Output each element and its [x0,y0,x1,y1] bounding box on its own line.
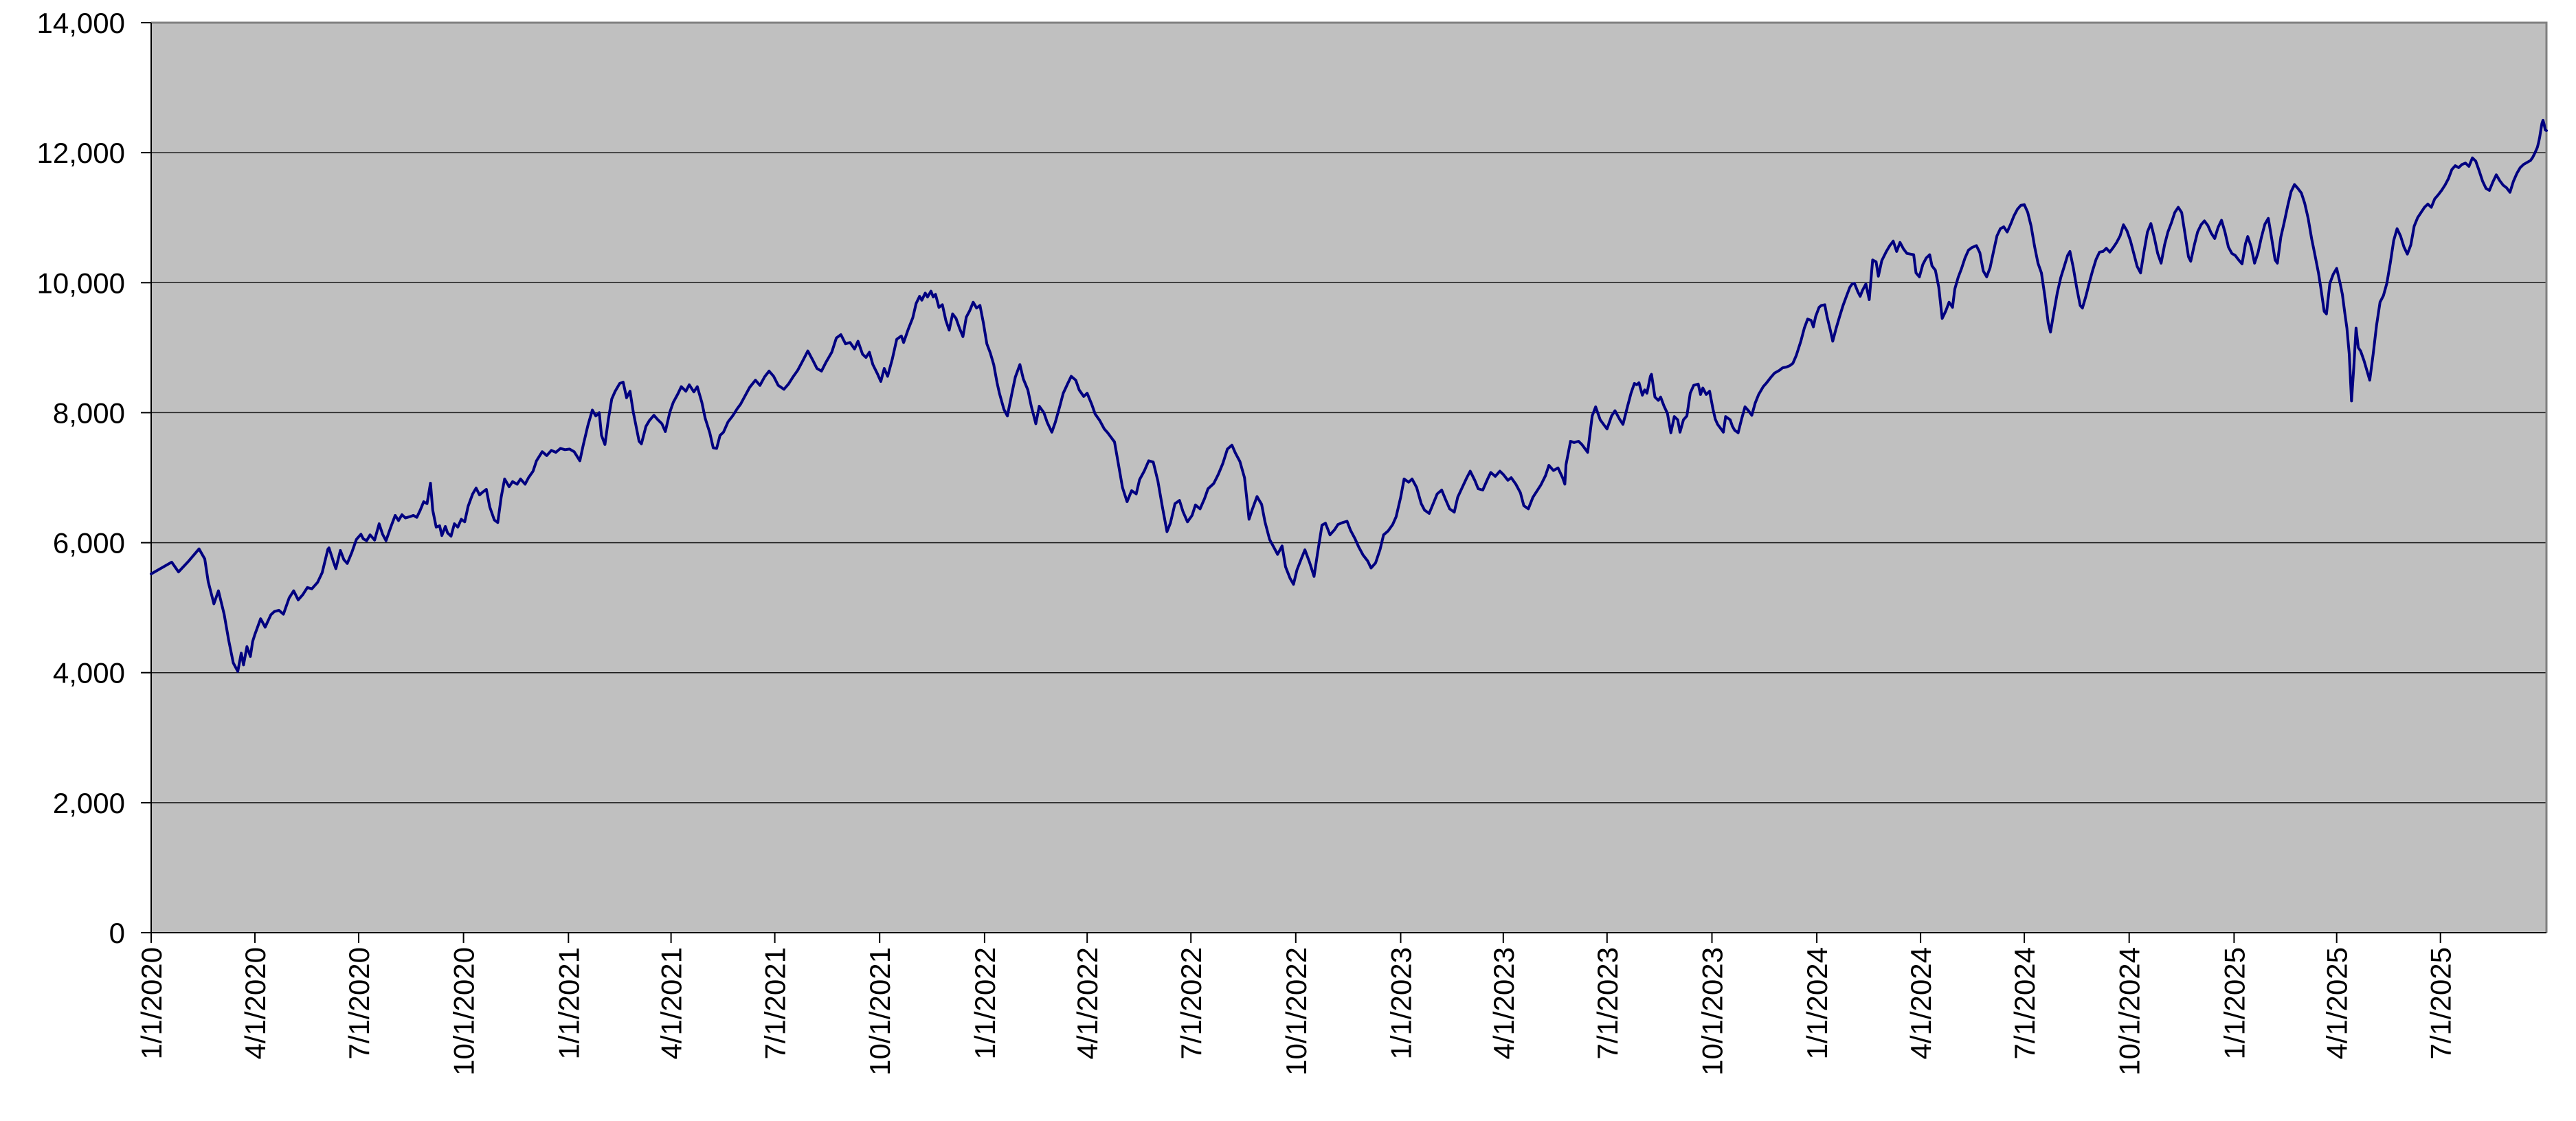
x-tick-label: 10/1/2022 [1280,947,1312,1076]
x-tick-label: 1/1/2025 [2218,947,2250,1060]
x-tick-label: 7/1/2025 [2425,947,2457,1060]
x-tick-label: 1/1/2022 [969,947,1001,1060]
x-tick-label: 4/1/2025 [2321,947,2353,1060]
y-tick-label: 4,000 [53,657,125,689]
y-tick-label: 2,000 [53,787,125,819]
x-tick-label: 4/1/2023 [1488,947,1520,1060]
x-tick-label: 10/1/2021 [864,947,896,1076]
x-tick-label: 1/1/2020 [135,947,168,1060]
y-tick-label: 10,000 [37,267,125,299]
x-tick-label: 10/1/2020 [448,947,480,1076]
x-tick-label: 7/1/2021 [759,947,792,1060]
y-tick-label: 6,000 [53,527,125,559]
plot-border [151,21,2548,933]
x-tick-label: 4/1/2024 [1905,947,1937,1060]
x-tick-label: 10/1/2023 [1696,947,1729,1076]
x-tick-label: 7/1/2020 [343,947,375,1060]
x-tick-label: 4/1/2020 [239,947,271,1060]
y-tick-label: 8,000 [53,397,125,429]
x-tick-label: 1/1/2021 [552,947,585,1060]
x-tick-label: 10/1/2024 [2114,947,2146,1076]
y-tick-label: 0 [109,917,125,949]
y-tick-label: 14,000 [37,7,125,39]
x-tick-label: 7/1/2022 [1175,947,1207,1060]
x-tick-label: 1/1/2023 [1385,947,1418,1060]
price-line [150,118,2548,673]
x-tick-label: 4/1/2021 [656,947,688,1060]
x-tick-label: 7/1/2024 [2008,947,2041,1060]
x-tick-label: 1/1/2024 [1801,947,1833,1060]
x-tick-label: 4/1/2022 [1071,947,1104,1060]
x-tick-label: 7/1/2023 [1591,947,1624,1060]
y-tick-label: 12,000 [37,137,125,169]
plot-area [151,23,2546,933]
